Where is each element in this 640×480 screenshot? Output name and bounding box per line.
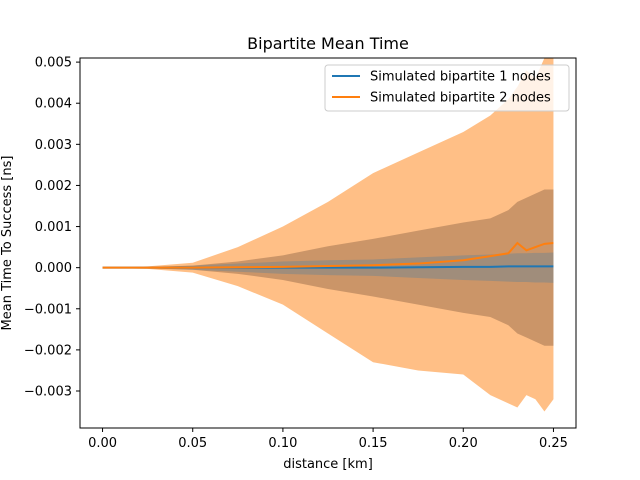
y-tick-label: −0.002: [24, 343, 72, 358]
line-bipartite-2: [102, 241, 554, 269]
x-axis-label: distance [km]: [283, 457, 373, 472]
y-tick-label: 0.003: [35, 138, 72, 153]
x-tick-label: 0.15: [359, 436, 388, 451]
x-tick-label: 0.25: [539, 436, 568, 451]
y-tick-label: 0.000: [35, 261, 72, 276]
x-tick-label: 0.10: [268, 436, 297, 451]
x-tick-label: 0.20: [449, 436, 478, 451]
y-tick-label: 0.005: [35, 56, 72, 71]
y-axis-label: Mean Time To Success [ns]: [0, 156, 15, 331]
x-tick-label: 0.00: [88, 436, 117, 451]
chart-title: Bipartite Mean Time: [247, 34, 409, 53]
legend-label-bipartite-1: Simulated bipartite 1 nodes: [370, 70, 551, 85]
legend-box: [324, 64, 570, 112]
y-tick-label: −0.001: [24, 302, 72, 317]
x-tick-label: 0.05: [178, 436, 207, 451]
band-bipartite-2: [102, 58, 554, 412]
legend: Simulated bipartite 1 nodes Simulated bi…: [324, 64, 570, 112]
y-tick-label: 0.004: [35, 97, 72, 112]
y-tick-label: −0.003: [24, 385, 72, 400]
y-tick-label: 0.001: [35, 220, 72, 235]
axes-frame: [79, 57, 577, 429]
axis-ticks: 0.00 0.05 0.10 0.15 0.20 0.25 −0.003 −0.002 −0.0…: [24, 56, 568, 451]
y-tick-label: 0.002: [35, 179, 72, 194]
legend-label-bipartite-2: Simulated bipartite 2 nodes: [370, 91, 551, 106]
plot-area: [102, 58, 554, 412]
plot-series: [102, 58, 554, 412]
